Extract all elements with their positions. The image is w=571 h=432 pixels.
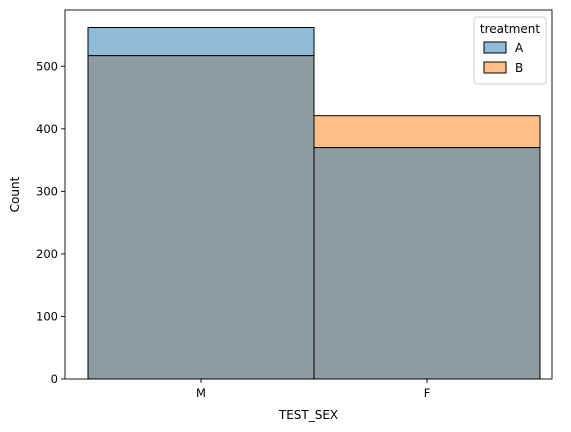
legend-label-b: B [515, 61, 523, 75]
y-tick-label: 100 [36, 309, 58, 323]
legend-swatch-a [483, 41, 507, 54]
plot-frame [64, 9, 553, 380]
legend-items: AB [483, 41, 524, 75]
bars-layer [87, 27, 541, 380]
y-axis-label: Count [8, 176, 22, 212]
x-axis-label: TEST_SEX [278, 408, 338, 422]
bar-b-f-excess [313, 115, 541, 149]
bar-overlap-f [313, 147, 541, 380]
y-tick-label: 400 [36, 122, 58, 136]
x-tick-label-m: M [196, 386, 206, 400]
y-tick-label: 500 [36, 59, 58, 73]
y-axis: 0 100 200 300 400 500 [36, 59, 65, 386]
legend-label-a: A [515, 41, 524, 55]
y-tick-label: 300 [36, 184, 58, 198]
legend: treatment AB [473, 16, 547, 85]
legend-title: treatment [480, 22, 540, 36]
y-tick-label: 0 [51, 372, 58, 386]
y-tick-label: 200 [36, 247, 58, 261]
x-tick-label-f: F [424, 386, 431, 400]
bar-a-m-excess [87, 27, 315, 57]
bar-overlap-m [87, 55, 315, 380]
legend-swatch-b [483, 61, 507, 74]
